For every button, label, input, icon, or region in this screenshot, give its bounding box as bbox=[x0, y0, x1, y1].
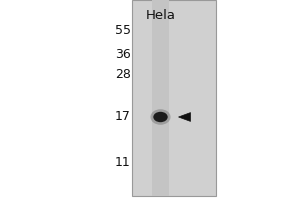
Text: 55: 55 bbox=[115, 24, 130, 38]
Text: 36: 36 bbox=[115, 48, 130, 62]
Text: 17: 17 bbox=[115, 110, 130, 123]
Bar bbox=[132, 0, 216, 196]
Ellipse shape bbox=[150, 109, 171, 125]
Text: Hela: Hela bbox=[146, 9, 176, 22]
Bar bbox=[152, 0, 169, 196]
Polygon shape bbox=[178, 113, 190, 121]
Ellipse shape bbox=[153, 112, 168, 122]
Text: 11: 11 bbox=[115, 156, 130, 170]
Text: 28: 28 bbox=[115, 68, 130, 82]
